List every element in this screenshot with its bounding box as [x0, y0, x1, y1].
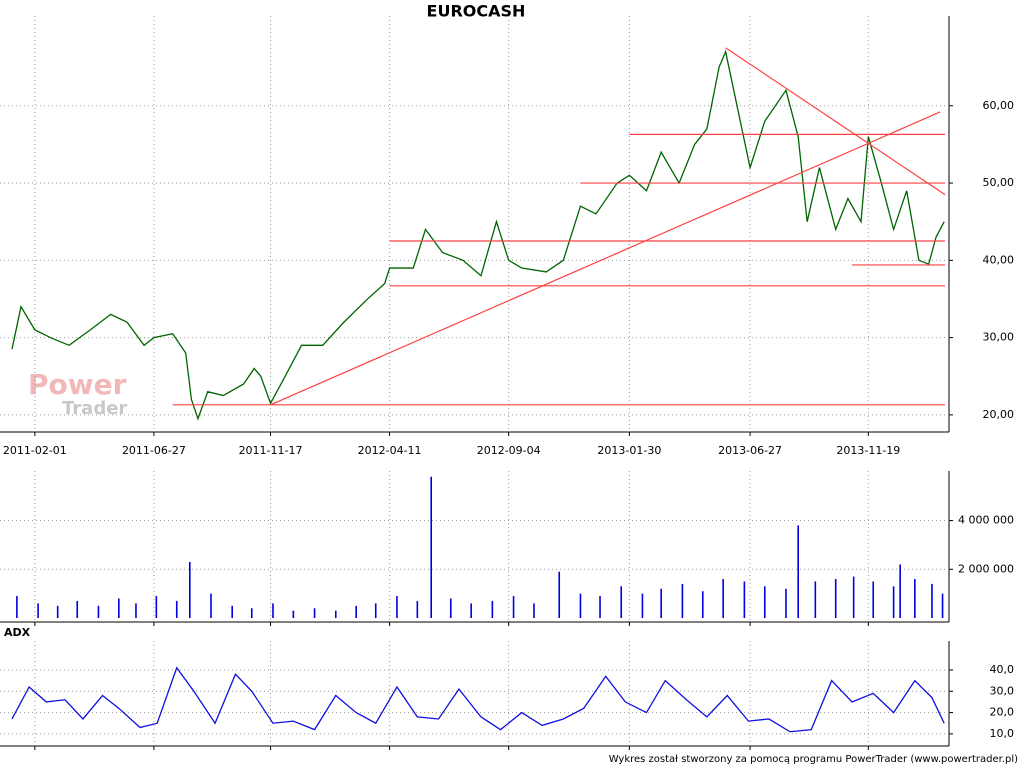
- bar: [852, 576, 855, 618]
- x-tick-label: 2013-11-19: [836, 444, 900, 457]
- y-tick-label: 2 000 000: [958, 562, 1014, 575]
- y-tick-label: 30,00: [983, 331, 1015, 344]
- y-tick-label: 20,0: [990, 706, 1015, 719]
- bar: [834, 579, 837, 618]
- y-tick-label: 20,00: [983, 408, 1015, 421]
- bar: [470, 603, 472, 618]
- watermark: Trader: [62, 398, 127, 419]
- bar: [135, 603, 137, 618]
- trend-line: [270, 111, 941, 406]
- bar: [188, 561, 191, 618]
- bar: [681, 583, 684, 618]
- chart-title: EUROCASH: [427, 2, 526, 21]
- x-tick-label: 2013-01-30: [597, 444, 661, 457]
- bar: [430, 476, 432, 618]
- bar: [374, 603, 377, 618]
- bar: [701, 591, 704, 618]
- bar: [892, 586, 895, 618]
- bar: [512, 596, 515, 618]
- bar: [558, 571, 561, 618]
- bar: [334, 610, 337, 618]
- bar: [210, 593, 212, 618]
- bar: [449, 598, 452, 618]
- bar: [641, 593, 644, 618]
- y-tick-label: 60,00: [983, 99, 1015, 112]
- bar: [785, 588, 787, 618]
- y-tick-label: 40,00: [983, 253, 1015, 266]
- y-tick-label: 30,0: [990, 684, 1015, 697]
- bar: [56, 605, 59, 618]
- bar: [931, 583, 933, 618]
- x-tick-label: 2011-06-27: [122, 444, 186, 457]
- bar: [175, 600, 178, 618]
- bar: [941, 593, 944, 618]
- bar: [76, 600, 79, 618]
- bar: [355, 605, 357, 618]
- trend-line: [725, 47, 946, 196]
- bar: [872, 581, 875, 618]
- bar: [722, 579, 724, 618]
- bar: [416, 600, 419, 618]
- bar: [272, 603, 274, 618]
- bar: [292, 610, 295, 618]
- bar: [313, 608, 316, 618]
- data-line: [11, 666, 945, 733]
- bar: [231, 605, 234, 618]
- x-tick-label: 2012-09-04: [477, 444, 541, 457]
- bar: [814, 581, 817, 618]
- y-tick-label: 40,0: [990, 663, 1015, 676]
- x-tick-label: 2013-06-27: [718, 444, 782, 457]
- x-tick-label: 2012-04-11: [358, 444, 422, 457]
- y-tick-label: 10,0: [990, 727, 1015, 740]
- bar: [533, 603, 535, 618]
- bar: [37, 603, 39, 618]
- footer: Wykres został stworzony za pomocą progra…: [609, 754, 1018, 765]
- bar: [599, 596, 601, 618]
- bar: [491, 600, 494, 618]
- y-tick-label: 50,00: [983, 176, 1015, 189]
- bar: [914, 579, 916, 618]
- x-tick-label: 2011-11-17: [239, 444, 303, 457]
- bar: [97, 605, 100, 618]
- x-tick-label: 2011-02-01: [3, 444, 67, 457]
- bar: [899, 564, 901, 618]
- bar: [118, 598, 120, 618]
- bar: [579, 593, 582, 618]
- watermark: Power: [28, 368, 127, 401]
- bar: [155, 596, 158, 618]
- bar: [660, 588, 662, 618]
- bar: [797, 525, 799, 618]
- bar: [250, 608, 253, 618]
- bar: [16, 596, 18, 618]
- bar: [620, 586, 623, 618]
- panel-title: ADX: [4, 626, 31, 639]
- bar: [763, 586, 766, 618]
- bar: [396, 596, 398, 618]
- y-tick-label: 4 000 000: [958, 514, 1014, 527]
- bar: [743, 581, 746, 618]
